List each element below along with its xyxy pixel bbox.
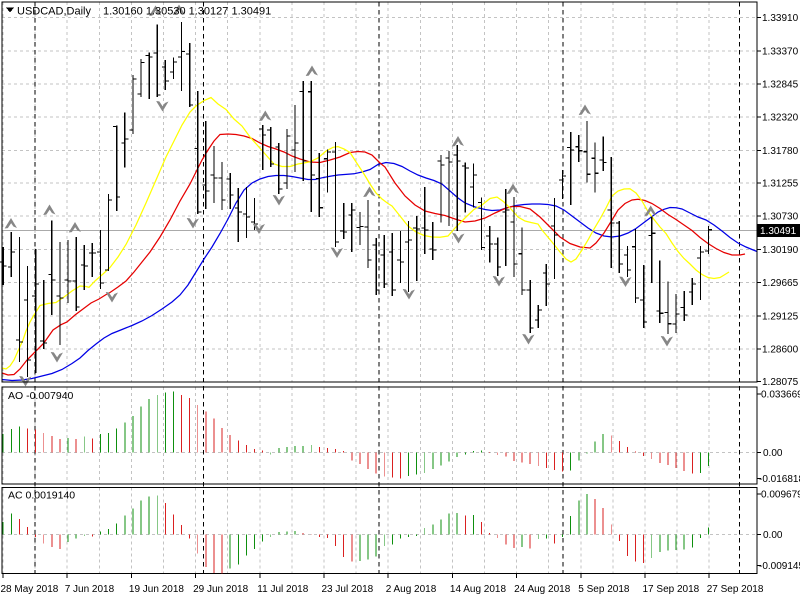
svg-text:19 Jun 2018: 19 Jun 2018 [129, 584, 184, 595]
svg-text:1.33910: 1.33910 [762, 13, 799, 24]
svg-text:1.30491: 1.30491 [760, 226, 797, 237]
svg-text:1.30730: 1.30730 [762, 212, 799, 223]
svg-text:0.00: 0.00 [763, 448, 783, 459]
svg-text:1.32320: 1.32320 [762, 112, 799, 123]
svg-text:11 Jul 2018: 11 Jul 2018 [257, 584, 308, 595]
svg-text:29 Jun 2018: 29 Jun 2018 [193, 584, 248, 595]
svg-text:17 Sep 2018: 17 Sep 2018 [643, 584, 700, 595]
svg-text:0.009679: 0.009679 [761, 490, 800, 501]
svg-text:AC 0.0019140: AC 0.0019140 [8, 490, 75, 502]
svg-text:1.30190: 1.30190 [762, 245, 799, 256]
svg-text:1.28075: 1.28075 [762, 377, 799, 388]
svg-text:1.31780: 1.31780 [762, 146, 799, 157]
svg-text:AO -0.007940: AO -0.007940 [8, 390, 74, 402]
svg-text:1.31255: 1.31255 [762, 179, 799, 190]
svg-text:USDCAD,Daily: USDCAD,Daily [17, 6, 91, 18]
svg-text:27 Sep 2018: 27 Sep 2018 [707, 584, 764, 595]
svg-text:-0.016818: -0.016818 [759, 474, 800, 485]
svg-text:-0.009145: -0.009145 [759, 561, 800, 572]
svg-text:7 Jun 2018: 7 Jun 2018 [65, 584, 115, 595]
svg-text:1.28600: 1.28600 [762, 345, 799, 356]
svg-text:28 May 2018: 28 May 2018 [1, 584, 59, 595]
svg-text:1.33370: 1.33370 [762, 47, 799, 58]
svg-text:23 Jul 2018: 23 Jul 2018 [322, 584, 374, 595]
svg-text:2 Aug 2018: 2 Aug 2018 [386, 584, 437, 595]
svg-text:1.32845: 1.32845 [762, 80, 799, 91]
svg-text:1.29125: 1.29125 [762, 312, 799, 323]
svg-text:0.033669: 0.033669 [761, 390, 800, 401]
svg-text:5 Sep 2018: 5 Sep 2018 [578, 584, 630, 595]
svg-text:1.29665: 1.29665 [762, 278, 799, 289]
svg-text:24 Aug 2018: 24 Aug 2018 [514, 584, 571, 595]
svg-text:1.30160 1.30530 1.30127 1.3049: 1.30160 1.30530 1.30127 1.30491 [103, 6, 271, 18]
svg-text:0.00: 0.00 [763, 530, 783, 541]
svg-text:14 Aug 2018: 14 Aug 2018 [450, 584, 507, 595]
